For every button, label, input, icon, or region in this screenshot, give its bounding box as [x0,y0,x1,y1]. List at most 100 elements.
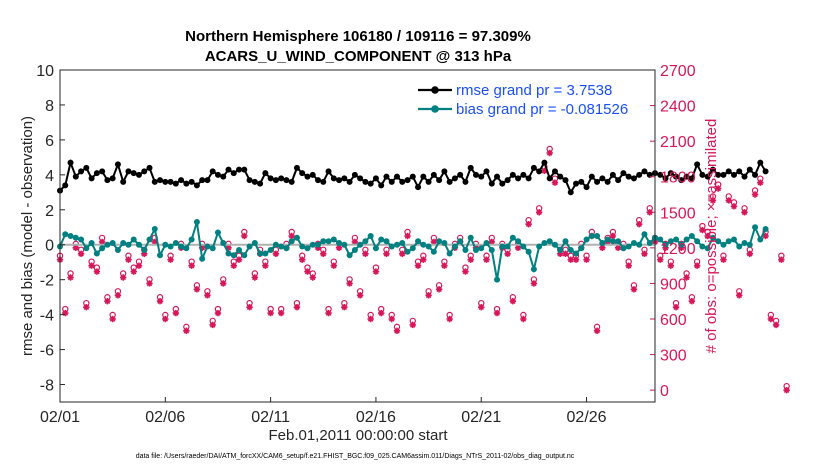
bias-point [146,236,153,243]
right-y-tick-label: 1200 [660,241,696,258]
rmse-point [125,168,132,175]
bias-point [209,245,216,252]
rmse-point [573,180,580,187]
obs-assimilated-marker [741,209,748,216]
obs-count-point [214,305,222,317]
bias-point [204,243,211,250]
obs-assimilated-marker [383,250,390,257]
bias-point [357,241,364,248]
bias-point [515,238,522,245]
rmse-point [594,178,601,185]
obs-count-point [725,193,732,204]
obs-count-point [720,252,727,263]
right-y-tick-label: 300 [660,348,687,365]
bias-point [78,236,85,243]
rmse-point [725,168,732,175]
rmse-point [183,180,190,187]
obs-count-point [751,187,759,198]
obs-assimilated-marker [330,262,338,269]
left-y-axis: 10 8 6 4 2 0 -2 -4 -6 -8 [36,63,65,395]
bias-point [667,238,674,245]
obs-assimilated-marker [493,309,501,317]
obs-count-point [188,258,195,269]
bias-point [246,243,253,250]
obs-assimilated-marker [583,256,590,263]
obs-assimilated-marker [267,309,274,317]
legend-bias-marker [431,105,439,113]
legend-bias-label: bias grand pr = -0.081526 [456,101,628,118]
obs-assimilated-marker [662,244,669,252]
obs-assimilated-marker [272,250,280,257]
rmse-point [752,171,759,178]
obs-assimilated-marker [146,280,153,287]
bias-point [172,239,179,246]
obs-count-point [299,252,306,263]
rmse-point [409,173,416,180]
bias-point [135,241,142,248]
obs-count-point [667,258,674,269]
obs-assimilated-marker [693,262,701,269]
obs-count-point [636,216,643,228]
bias-point [167,243,174,250]
rmse-point [283,177,290,184]
bias-point [636,241,643,248]
obs-assimilated-marker [135,262,143,269]
y-tick-label: 0 [45,238,54,255]
obs-count-point [704,228,711,240]
y-tick-label: 10 [36,63,54,80]
rmse-point [620,170,627,177]
obs-assimilated-marker [725,197,732,204]
rmse-point [557,173,564,180]
obs-count-point [367,311,374,323]
obs-assimilated-marker [714,185,722,192]
rmse-point [209,168,216,175]
bias-point [114,246,121,253]
obs-assimilated-marker [614,244,622,252]
rmse-point [214,171,221,178]
rmse-point [436,177,443,184]
obs-count-point [625,258,632,269]
bias-point [267,246,274,253]
rmse-point [346,178,353,185]
obs-assimilated-marker [114,292,122,299]
bias-point [193,219,200,226]
rmse-point [567,189,574,196]
rmse-point [415,184,422,191]
rmse-point [72,173,79,180]
obs-assimilated-marker [541,167,548,174]
obs-count-point [493,305,501,317]
obs-assimilated-marker [778,256,785,263]
bias-point [415,238,422,245]
rmse-point [114,161,121,168]
rmse-point [599,175,606,182]
obs-count-point [441,258,448,269]
obs-assimilated-marker [88,262,95,269]
bias-point [630,239,637,246]
obs-count-point [130,264,137,275]
rmse-point [220,173,227,180]
obs-count-point [262,258,269,269]
obs-assimilated-marker [141,250,148,257]
obs-assimilated-marker [277,309,285,317]
bias-point [346,252,353,259]
bias-point [562,238,569,245]
obs-assimilated-marker [314,244,322,252]
obs-assimilated-marker [641,250,648,257]
bias-point [462,246,469,253]
bias-point [320,238,327,245]
obs-assimilated-marker [304,268,311,275]
rmse-point [372,175,379,182]
rmse-point [193,182,200,189]
rmse-point [267,175,274,182]
obs-assimilated-marker [414,262,422,269]
obs-assimilated-marker [430,238,438,246]
rmse-point [230,170,237,177]
obs-count-point [693,258,701,269]
bias-point [441,239,448,246]
bias-point [604,236,611,243]
rmse-point [451,175,458,182]
bias-point [536,243,543,250]
rmse-point [457,171,464,178]
obs-assimilated-marker [362,250,369,257]
bias-point [451,243,458,250]
